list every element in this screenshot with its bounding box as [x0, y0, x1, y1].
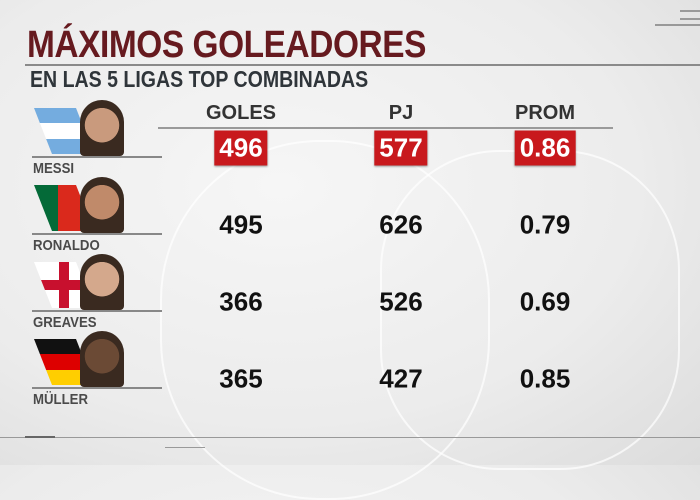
header-divider — [158, 127, 613, 129]
footer-line — [165, 447, 205, 448]
divider — [25, 64, 700, 66]
menu-line — [680, 18, 700, 20]
divider — [32, 156, 162, 158]
column-header-goles: GOLES — [205, 102, 277, 124]
cell-goles: 495 — [219, 209, 263, 240]
player-name: MESSI — [33, 160, 75, 177]
cell-pj: 427 — [379, 363, 423, 394]
menu-line — [680, 10, 700, 12]
divider — [32, 387, 162, 389]
cell-prom: 0.86 — [514, 130, 576, 166]
subtitle: EN LAS 5 LIGAS TOP COMBINADAS — [30, 66, 369, 92]
footer-line — [0, 437, 700, 438]
cell-pj: 626 — [379, 209, 423, 240]
cell-pj: 526 — [379, 286, 423, 317]
cell-prom: 0.85 — [519, 363, 571, 394]
player-name: GREAVES — [33, 314, 97, 331]
player-0: MESSI — [20, 100, 162, 180]
player-photo — [80, 177, 124, 233]
cell-goles: 366 — [219, 286, 263, 317]
player-photo — [80, 254, 124, 310]
player-photo — [80, 100, 124, 156]
player-1: RONALDO — [20, 177, 162, 257]
column-header-pj: PJ — [388, 102, 414, 124]
player-3: MÜLLER — [20, 331, 162, 411]
player-name: RONALDO — [33, 237, 100, 254]
cell-pj: 577 — [374, 130, 428, 166]
cell-prom: 0.79 — [519, 209, 571, 240]
cell-goles: 365 — [219, 363, 263, 394]
page-title: MÁXIMOS GOLEADORES — [27, 24, 426, 66]
player-name: MÜLLER — [33, 391, 88, 408]
cell-prom: 0.69 — [519, 286, 571, 317]
divider — [32, 233, 162, 235]
footer-line — [25, 436, 55, 438]
menu-line — [655, 24, 700, 26]
divider — [32, 310, 162, 312]
column-header-prom: PROM — [515, 102, 575, 124]
player-2: GREAVES — [20, 254, 162, 334]
player-photo — [80, 331, 124, 387]
cell-goles: 496 — [214, 130, 268, 166]
